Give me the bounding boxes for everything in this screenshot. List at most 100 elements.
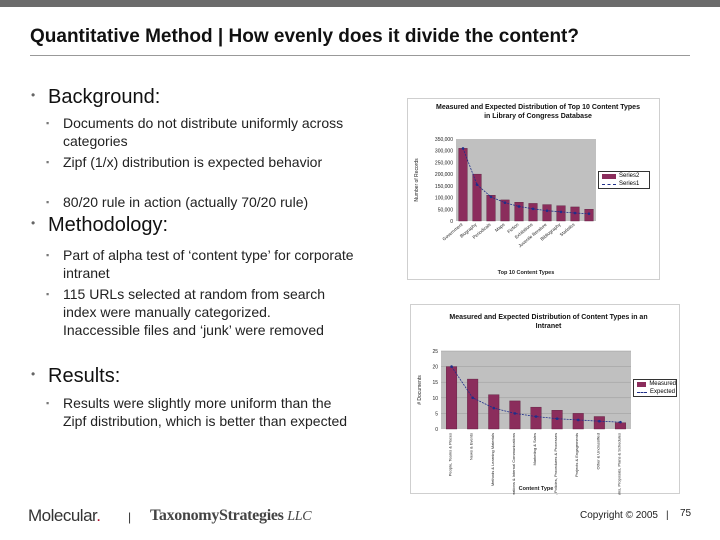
bullet-item: Part of alpha test of ‘content type’ for… — [46, 246, 363, 282]
bar — [467, 378, 479, 430]
expected-point — [576, 418, 580, 422]
legend-label: Expected — [650, 389, 676, 395]
expected-point — [559, 210, 563, 214]
bullet-item: 80/20 rule in action (actually 70/20 rul… — [46, 193, 363, 211]
chart-1-title: Measured and Expected Distribution of To… — [436, 104, 640, 120]
expected-line — [462, 148, 590, 215]
bar — [472, 173, 482, 222]
legend-swatch-line — [637, 391, 647, 393]
taxonomy-strategies-logo: TaxonomyStrategies LLC — [150, 507, 312, 525]
chart-2-title: Measured and Expected Distribution of Co… — [449, 314, 648, 330]
y-tick-label: 250,000 — [435, 160, 453, 166]
bar — [556, 205, 566, 222]
expected-point — [619, 420, 622, 424]
legend-swatch-line — [602, 183, 616, 185]
bar — [614, 422, 626, 430]
expected-point — [517, 205, 521, 208]
x-tick-label: News & Events — [469, 433, 474, 460]
footer-separator: | — [666, 510, 669, 521]
legend-swatch-bar — [637, 381, 647, 387]
expected-point — [598, 419, 601, 423]
top-bar — [0, 0, 720, 7]
x-tick-label: Programs, Proposals, Plans & Schedules — [616, 433, 621, 495]
footer-separator: | — [128, 510, 132, 524]
bar — [509, 400, 521, 430]
y-tick-label: 150,000 — [435, 184, 453, 190]
x-tick-label: Operations & Internal Communications — [511, 433, 516, 495]
x-tick-label: Statistics — [559, 221, 577, 237]
x-tick-label: Other & Unclassified — [595, 433, 600, 469]
bullet-item: Documents do not distribute uniformly ac… — [46, 114, 363, 150]
bar — [528, 203, 538, 222]
expected-point — [492, 406, 496, 410]
chart-1-frame: Measured and Expected Distribution of To… — [407, 98, 660, 280]
bullet-item: Zipf (1/x) distribution is expected beha… — [46, 153, 363, 171]
legend-swatch-bar — [602, 173, 616, 179]
legend-label: Series2 — [619, 173, 640, 179]
expected-point — [503, 201, 507, 205]
chart-2-frame: Measured and Expected Distribution of Co… — [410, 304, 680, 495]
bar — [446, 366, 458, 430]
expected-point — [450, 365, 453, 368]
bar — [458, 148, 468, 222]
x-tick-label: Methods & Learning Materials — [490, 433, 495, 486]
chart-2-svg: 0 5 10 15 20 25 People, Teams & Places News & E… — [417, 349, 631, 495]
copyright-text: Copyright © 2005 — [580, 510, 658, 521]
x-tick-label: Maps — [494, 221, 506, 232]
expected-point — [513, 412, 517, 415]
bar — [486, 195, 496, 222]
x-axis-label: Top 10 Content Types — [498, 270, 555, 276]
x-tick-label: Projects & Engagements — [574, 433, 579, 477]
y-tick-label: 15 — [432, 380, 438, 386]
bar — [542, 204, 552, 222]
y-tick-label: 100,000 — [435, 196, 453, 202]
x-tick-label: Regulations, Policies, Procedures & Proc… — [553, 433, 558, 495]
y-tick-label: 300,000 — [435, 149, 453, 155]
expected-point — [573, 211, 577, 215]
section-heading-results: Results: — [31, 365, 120, 388]
bar — [514, 202, 524, 222]
title-divider — [30, 55, 690, 56]
bar — [584, 209, 594, 222]
x-axis-label: Content Type — [519, 486, 554, 492]
expected-line — [451, 366, 621, 423]
section-heading-background: Background: — [31, 86, 160, 109]
molecular-logo-text: Molecular — [28, 506, 97, 525]
expected-point — [489, 195, 493, 199]
y-tick-label: 350,000 — [435, 137, 453, 143]
expected-point — [587, 212, 591, 216]
y-tick-label: 5 — [435, 411, 438, 417]
molecular-logo-dot: . — [96, 506, 101, 525]
bar — [488, 394, 500, 430]
expected-point — [545, 209, 549, 212]
bullet-item: Results were slightly more uniform than … — [46, 394, 348, 430]
expected-point — [531, 207, 535, 211]
y-axis-label: Number of Records — [414, 158, 420, 202]
legend-label: Measured — [649, 381, 676, 387]
y-tick-label: 50,000 — [438, 207, 454, 213]
expected-point — [475, 183, 479, 186]
y-tick-label: 0 — [435, 427, 438, 433]
x-tick-label: Marketing & Sales — [532, 433, 537, 465]
slide-title: Quantitative Method | How evenly does it… — [30, 26, 579, 47]
legend-entry: Series1 — [599, 180, 649, 188]
expected-point — [555, 417, 559, 421]
bar — [530, 406, 542, 430]
y-axis-label: # Documents — [417, 375, 423, 405]
y-tick-label: 10 — [432, 396, 438, 402]
y-tick-label: 200,000 — [435, 172, 453, 178]
chart-1-legend: Series2 Series1 — [598, 171, 650, 189]
chart-2-legend: Measured Expected — [633, 379, 677, 397]
legend-label: Series1 — [619, 181, 640, 187]
taxonomy-logo-llc: LLC — [287, 509, 312, 524]
bullet-item: 115 URLs selected at random from search … — [46, 285, 333, 339]
expected-point — [471, 396, 474, 400]
x-tick-label: People, Teams & Places — [448, 433, 453, 476]
y-tick-label: 0 — [450, 219, 453, 225]
legend-entry: Series2 — [599, 172, 649, 180]
y-tick-label: 20 — [432, 365, 438, 371]
page-number: 75 — [680, 508, 692, 519]
section-heading-methodology: Methodology: — [31, 214, 168, 237]
bar — [500, 199, 510, 222]
expected-point — [461, 147, 465, 150]
